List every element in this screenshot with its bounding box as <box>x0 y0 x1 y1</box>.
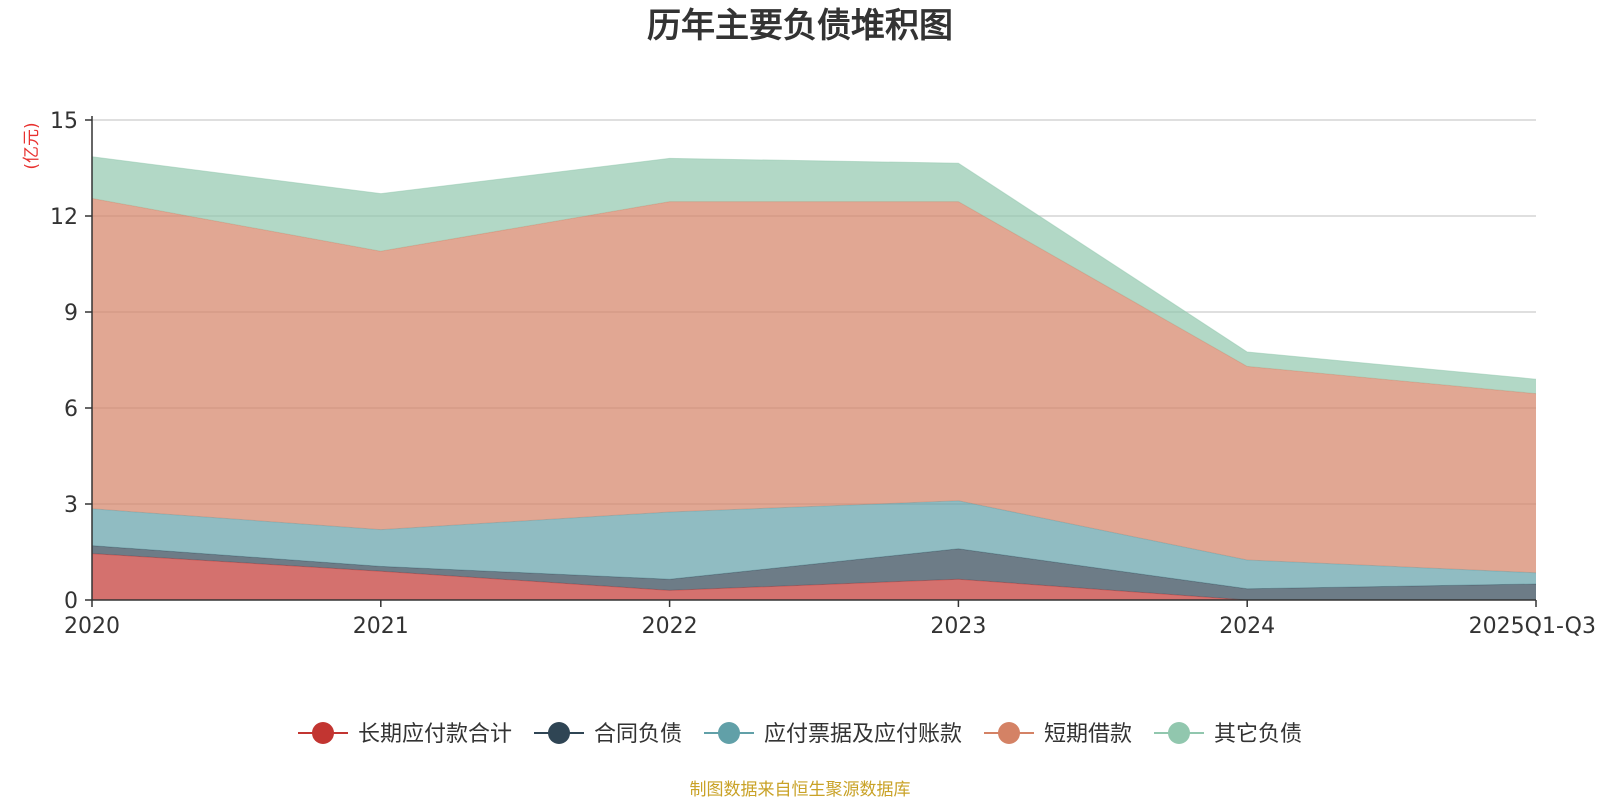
legend-label-2: 应付票据及应付账款 <box>764 722 962 747</box>
area-series-3 <box>92 198 1536 573</box>
legend-label-1: 合同负债 <box>594 722 682 747</box>
legend-item-0[interactable]: 长期应付款合计 <box>298 722 512 747</box>
x-tick-label-0: 2020 <box>64 614 120 639</box>
x-tick-label-3: 2023 <box>930 614 986 639</box>
y-tick-label-12: 12 <box>50 205 78 230</box>
y-tick-label-9: 9 <box>64 301 78 326</box>
y-tick-label-3: 3 <box>64 493 78 518</box>
chart-title: 历年主要负债堆积图 <box>647 6 953 46</box>
x-tick-label-1: 2021 <box>353 614 409 639</box>
area-series-1 <box>92 545 1536 600</box>
area-series-0 <box>92 553 1536 600</box>
legend-swatch-marker <box>998 722 1020 744</box>
y-tick-label-0: 0 <box>64 589 78 614</box>
y-axis-unit-label: (亿元) <box>22 122 42 169</box>
legend-label-0: 长期应付款合计 <box>358 722 512 747</box>
legend-label-4: 其它负债 <box>1214 722 1302 747</box>
legend-item-1[interactable]: 合同负债 <box>534 722 682 747</box>
legend-swatch-marker <box>718 722 740 744</box>
x-tick-label-5: 2025Q1-Q3 <box>1469 614 1596 639</box>
x-tick-label-2: 2022 <box>642 614 698 639</box>
legend[interactable]: 长期应付款合计 合同负债 应付票据及应付账款 短期借款 其它负债 <box>298 722 1302 747</box>
legend-label-3: 短期借款 <box>1044 722 1132 747</box>
data-source-note: 制图数据来自恒生聚源数据库 <box>690 780 911 800</box>
y-tick-label-15: 15 <box>50 109 78 134</box>
legend-item-2[interactable]: 应付票据及应付账款 <box>704 722 962 747</box>
legend-swatch-marker <box>312 722 334 744</box>
legend-item-3[interactable]: 短期借款 <box>984 722 1132 747</box>
area-series-4 <box>92 156 1536 394</box>
area-series <box>91 156 1537 601</box>
legend-swatch-marker <box>548 722 570 744</box>
x-tick-label-4: 2024 <box>1219 614 1275 639</box>
legend-swatch-marker <box>1168 722 1190 744</box>
legend-item-4[interactable]: 其它负债 <box>1154 722 1302 747</box>
area-series-edge-4 <box>91 156 1537 380</box>
axes: 0 3 6 9 12 15 2020 2021 2022 2023 2024 2025Q1-Q3 <box>50 109 1596 639</box>
y-tick-label-6: 6 <box>64 397 78 422</box>
area-series-2 <box>92 500 1536 589</box>
